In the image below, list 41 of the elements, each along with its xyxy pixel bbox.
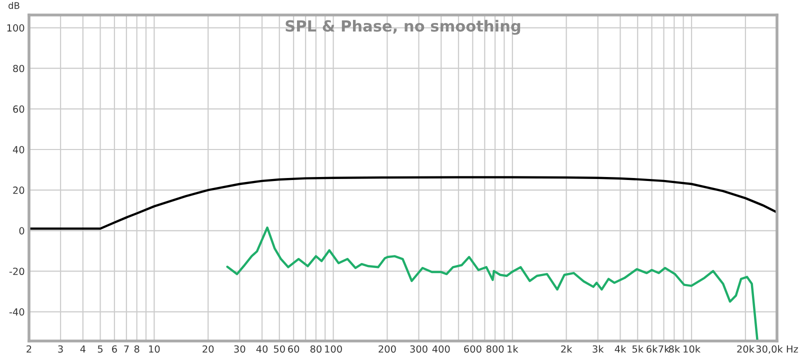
y-tick-label: 80 — [13, 64, 24, 72]
x-tick-label: 60 — [288, 345, 300, 353]
x-tick-label: 8 — [134, 345, 140, 353]
y-tick-label: 100 — [7, 24, 24, 32]
y-tick-label: 60 — [13, 105, 24, 113]
y-tick-label: -40 — [9, 308, 24, 316]
x-tick-label: 6 — [112, 345, 117, 353]
x-tick-label: 50 — [274, 345, 285, 353]
x-tick-label: 5 — [98, 345, 103, 353]
x-tick-label: 20k — [737, 345, 754, 353]
x-tick-label: 10 — [149, 345, 160, 353]
x-tick-label: 3k — [592, 345, 604, 353]
x-tick-label: 20 — [202, 345, 214, 353]
x-tick-label: 5k — [632, 345, 644, 353]
y-tick-label: -20 — [9, 268, 24, 276]
x-tick-label: 30 — [234, 345, 246, 353]
chart-title: SPL & Phase, no smoothing — [286, 20, 520, 35]
x-tick-label: 200 — [378, 345, 396, 353]
x-tick-label: 7k — [658, 345, 670, 353]
x-tick-label: 800 — [486, 345, 504, 353]
x-tick-label: 400 — [432, 345, 450, 353]
x-tick-label: 3 — [58, 345, 63, 353]
x-tick-label: 4 — [80, 345, 86, 353]
x-tick-label: 80 — [310, 345, 322, 353]
x-tick-label: 300 — [410, 345, 428, 353]
x-tick-label: 2k — [561, 345, 572, 353]
x-tick-label: 600 — [464, 345, 482, 353]
x-tick-label: 7 — [124, 345, 129, 353]
y-tick-label: 20 — [13, 186, 24, 194]
x-tick-label: 4k — [614, 345, 626, 353]
x-tick-label: 6k — [646, 345, 658, 353]
y-axis-title: dB — [8, 2, 20, 9]
x-tick-label: 1k — [508, 345, 518, 353]
x-tick-label: 100 — [325, 345, 342, 353]
x-tick-label: 8k — [668, 345, 680, 353]
y-tick-label: 0 — [19, 227, 24, 234]
x-tick-label: 2 — [26, 345, 32, 353]
x-tick-label: 40 — [256, 345, 268, 353]
x-tick-label: 30,0k Hz — [756, 345, 798, 354]
y-tick-label: 40 — [12, 146, 24, 154]
x-tick-label: 10k — [684, 345, 701, 353]
